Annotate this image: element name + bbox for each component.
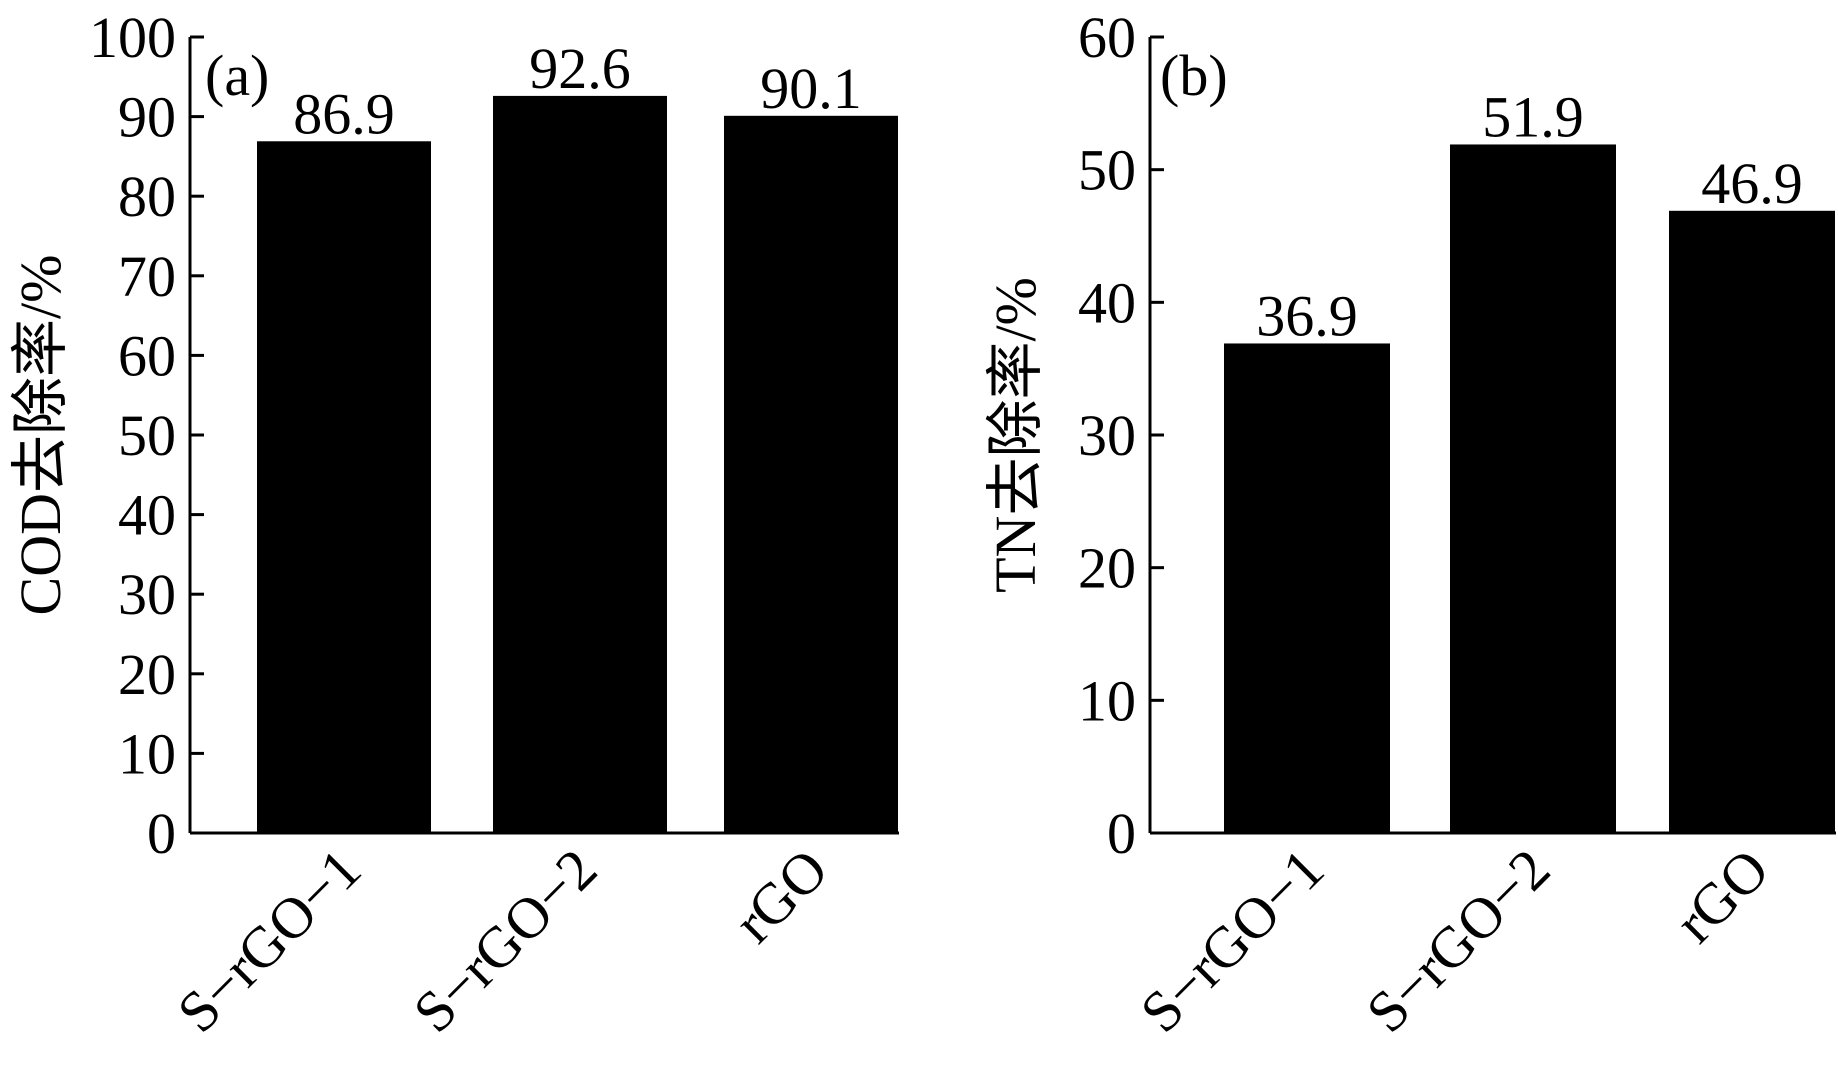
x-category-label: S−rGO−1 — [1128, 836, 1336, 1044]
data-label-1: 86.9 — [293, 81, 395, 146]
data-label-2: 51.9 — [1482, 84, 1584, 149]
y-tick-label: 70 — [118, 244, 176, 309]
data-label-3: 90.1 — [760, 56, 862, 121]
bar-3 — [1669, 210, 1835, 833]
y-tick-label: 50 — [118, 403, 176, 468]
y-tick-label: 30 — [118, 562, 176, 627]
y-tick-label: 0 — [147, 801, 176, 866]
data-label-2: 92.6 — [529, 36, 631, 101]
panel-label: (b) — [1160, 43, 1228, 108]
y-tick-label: 20 — [1078, 536, 1136, 601]
y-tick-label: 40 — [1078, 270, 1136, 335]
x-category-label: S−rGO−1 — [165, 836, 373, 1044]
data-label-1: 36.9 — [1256, 283, 1358, 348]
y-tick-label: 10 — [1078, 668, 1136, 733]
y-tick-label: 50 — [1078, 138, 1136, 203]
y-tick-label: 60 — [1078, 5, 1136, 70]
y-tick-label: 60 — [118, 323, 176, 388]
panel-a-cod-chart: 86.9 92.6 90.1 0 10 20 30 40 50 60 70 80 90 100 S−rGO−… — [8, 5, 899, 1045]
bar-3 — [724, 115, 898, 833]
bar-1 — [1224, 343, 1390, 833]
y-tick-label: 40 — [118, 483, 176, 548]
y-tick-label: 80 — [118, 164, 176, 229]
data-label-3: 46.9 — [1701, 151, 1803, 216]
panel-b-tn-chart: 36.9 51.9 46.9 0 10 20 30 40 50 60 S−rGO−1 S−rGO−2 r… — [983, 5, 1836, 1045]
bar-2 — [1450, 144, 1616, 833]
y-axis-title: TN去除率/% — [983, 277, 1048, 593]
y-tick-label: 100 — [89, 5, 176, 70]
x-category-label: S−rGO−2 — [1354, 836, 1562, 1044]
bar-2 — [493, 95, 667, 834]
x-category-label: S−rGO−2 — [401, 836, 609, 1044]
x-category-label: rGO — [1662, 836, 1781, 955]
bar-1 — [257, 141, 431, 833]
y-axis-title: COD去除率/% — [8, 255, 73, 616]
x-category-label: rGO — [721, 836, 840, 955]
y-tick-label: 0 — [1107, 801, 1136, 866]
panel-label: (a) — [205, 43, 269, 108]
y-tick-label: 30 — [1078, 403, 1136, 468]
y-tick-label: 90 — [118, 85, 176, 150]
y-tick-label: 10 — [118, 721, 176, 786]
y-tick-label: 20 — [118, 642, 176, 707]
